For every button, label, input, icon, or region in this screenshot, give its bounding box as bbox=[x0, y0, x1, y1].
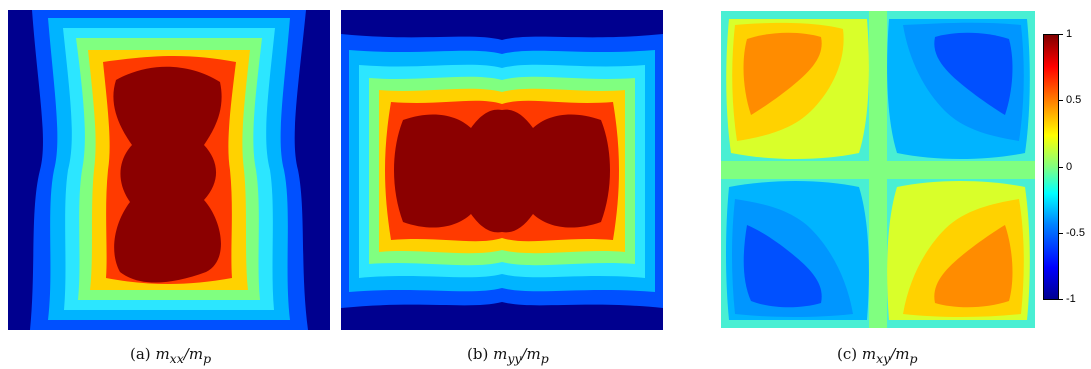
lobe-top-left-orange bbox=[743, 32, 822, 115]
colorbar-tick-mark bbox=[1059, 233, 1063, 234]
colorbar-tick-mark bbox=[1059, 34, 1063, 35]
colorbar-tick-label: 1 bbox=[1066, 28, 1073, 40]
colorbar-tick-mark bbox=[1059, 167, 1063, 168]
colorbar-tick-label: 0 bbox=[1066, 161, 1073, 173]
lobe-top-right-deepblue bbox=[934, 32, 1013, 115]
colorbar-tick-label: -1 bbox=[1066, 293, 1076, 305]
caption-math: mxy/mp bbox=[861, 345, 918, 366]
caption-a: (a) mxx/mp bbox=[130, 345, 211, 366]
caption-c: (c) mxy/mp bbox=[837, 345, 918, 366]
caption-tag: (b) bbox=[467, 345, 489, 363]
level-dark-red bbox=[394, 109, 610, 233]
contour-plot-myy bbox=[341, 10, 663, 330]
lobe-bottom-right-orange bbox=[934, 225, 1013, 308]
colorbar-tick-mark bbox=[1059, 299, 1063, 300]
colorbar-tick-mark bbox=[1059, 100, 1063, 101]
level-dark-red bbox=[113, 66, 222, 283]
caption-math: myy/mp bbox=[493, 345, 549, 366]
caption-tag: (a) bbox=[130, 345, 151, 363]
contour-plot-mxx-svg bbox=[8, 10, 330, 330]
colorbar-tick-label: -0.5 bbox=[1066, 227, 1085, 239]
caption-tag: (c) bbox=[837, 345, 858, 363]
contour-plot-mxx bbox=[8, 10, 330, 330]
caption-b: (b) myy/mp bbox=[467, 345, 549, 366]
colorbar bbox=[1043, 34, 1059, 300]
caption-math: mxx/mp bbox=[155, 345, 212, 366]
contour-plot-mxy bbox=[721, 11, 1035, 328]
lobe-bottom-left-deepblue bbox=[743, 225, 822, 308]
contour-plot-myy-svg bbox=[341, 10, 663, 330]
colorbar-tick-label: 0.5 bbox=[1066, 94, 1082, 106]
contour-plot-mxy-svg bbox=[721, 11, 1035, 328]
zero-band-horizontal bbox=[721, 161, 1035, 179]
